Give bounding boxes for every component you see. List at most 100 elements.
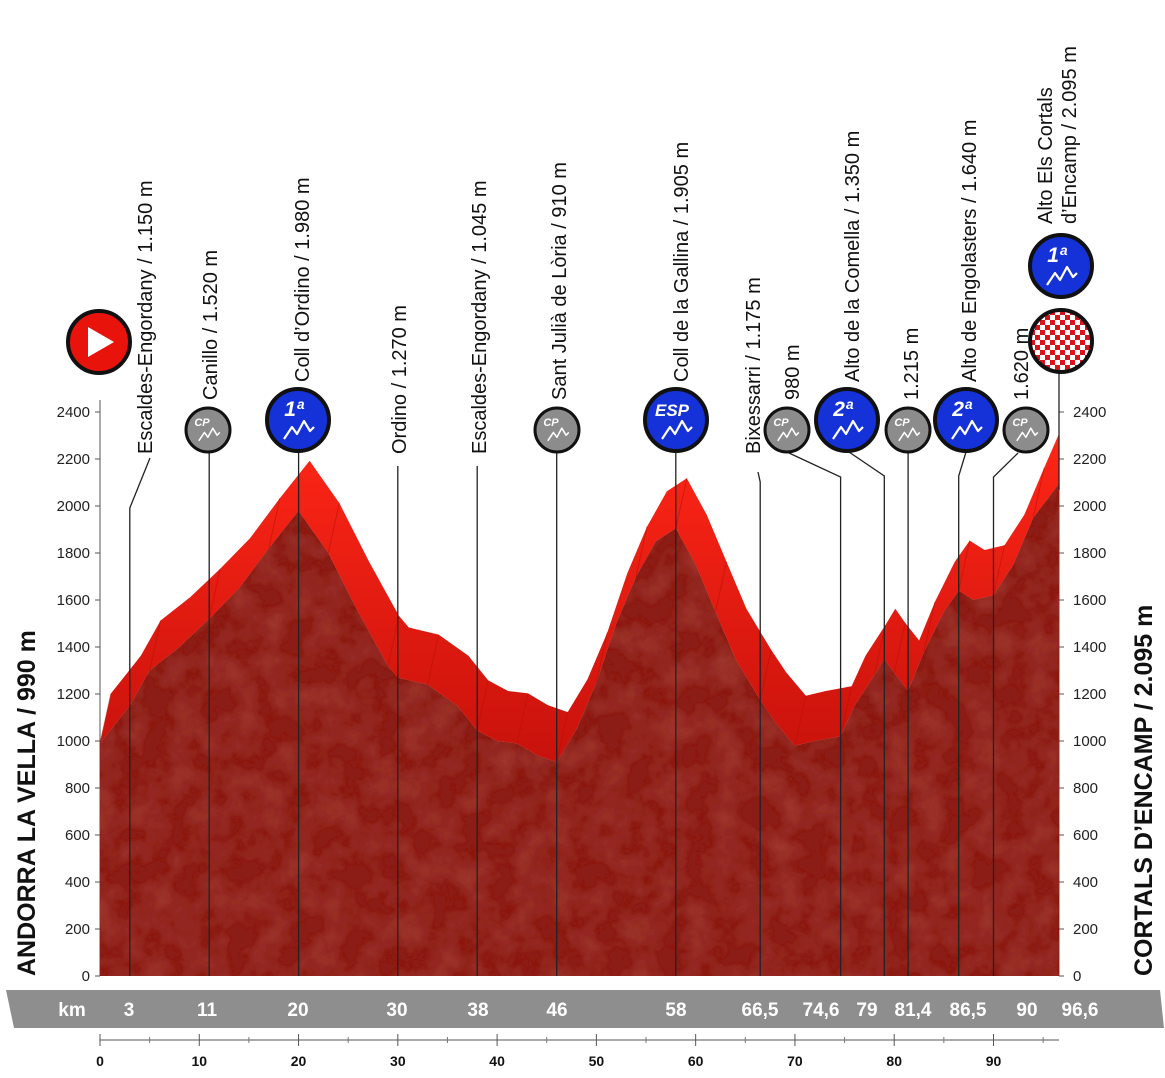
waypoint-label: Coll de la Gallina / 1.905 m <box>671 142 693 382</box>
x-tick-label: 10 <box>191 1053 207 1069</box>
waypoint-leader-line <box>757 471 761 976</box>
mountain-icon <box>1046 265 1078 286</box>
y-tick-label: 800 <box>65 780 90 797</box>
km-band-value: 58 <box>665 1000 686 1021</box>
cp-badge-text: CP <box>194 417 210 429</box>
waypoint-label: Alto de Engolasters / 1.640 m <box>959 120 981 382</box>
cp-badge-text: CP <box>773 417 789 429</box>
cp-badge-circle <box>533 406 581 454</box>
finish-town-label: CORTALS D’ENCAMP / 2.095 m <box>1130 605 1158 976</box>
y-tick-label: 1000 <box>57 733 90 750</box>
start-town-label: ANDORRA LA VELLA / 990 m <box>13 630 41 976</box>
cp-badge-circle <box>184 406 232 454</box>
km-band-value: 38 <box>467 1000 488 1021</box>
km-band-value: 20 <box>287 1000 308 1021</box>
mountain-icon <box>777 427 800 442</box>
waypoint-leader-line <box>848 451 885 976</box>
y-tick-label: 400 <box>1073 874 1098 891</box>
cp-badge-text: CP <box>543 417 559 429</box>
cat2-badge: 2ª <box>814 387 880 453</box>
waypoint-badges: CP 1ª CP ESP CP 2ª CP 2ª CP 1ª <box>184 233 1094 454</box>
waypoint-label: Escaldes-Engordany / 1.045 m <box>469 181 491 455</box>
y-tick-label: 1200 <box>1073 686 1106 703</box>
distance-axis-ticks: 0 10 20 30 40 50 60 70 80 90 <box>96 1034 1044 1069</box>
profile-ribbon <box>100 433 1059 763</box>
right-elevation-ticks: 0 200 400 600 800 1000 1200 1400 1600 1800 2000 220… <box>1059 404 1106 985</box>
y-tick-label: 2200 <box>57 451 90 468</box>
x-tick-label: 30 <box>390 1053 406 1069</box>
esp-badge-circle <box>643 387 709 453</box>
waypoint-label: Sant Julià de Lòria / 910 m <box>549 162 571 400</box>
y-tick-label: 200 <box>1073 921 1098 938</box>
esp-badge-text: ESP <box>655 401 690 420</box>
cp-badge-circle <box>884 406 932 454</box>
cp-badge-text: CP <box>1012 417 1028 429</box>
y-tick-label: 2000 <box>1073 498 1106 515</box>
y-tick-label: 2400 <box>1073 404 1106 421</box>
mountain-icon <box>283 419 315 440</box>
cat1-badge: 1ª <box>1028 233 1094 299</box>
y-tick-label: 200 <box>65 921 90 938</box>
waypoint-leaders <box>129 372 1060 976</box>
waypoint-label: Alto Els Cortals <box>1035 87 1057 224</box>
cat2-badge: 2ª <box>933 387 999 453</box>
waypoint-label: 1.215 m <box>901 328 923 400</box>
waypoint-leader-line <box>958 451 967 976</box>
km-band-values: 3 11 20 30 38 46 58 66,5 74,6 79 81,4 86,5 90 96,6 <box>124 1000 1099 1021</box>
x-tick-label: 70 <box>787 1053 803 1069</box>
y-tick-label: 800 <box>1073 780 1098 797</box>
waypoint-label: Ordino / 1.270 m <box>389 305 411 454</box>
km-band-value: 3 <box>124 1000 135 1021</box>
cp-badge-circle <box>763 406 811 454</box>
cp-badge-circle <box>1002 406 1050 454</box>
km-band-value: 81,4 <box>895 1000 932 1021</box>
y-tick-label: 1400 <box>1073 639 1106 656</box>
y-tick-label: 1800 <box>57 545 90 562</box>
start-badge <box>66 309 132 375</box>
mountain-icon <box>898 427 921 442</box>
cp-badge: CP <box>1002 406 1050 454</box>
elevation-profile <box>99 433 1059 976</box>
x-tick-label: 20 <box>291 1053 307 1069</box>
x-tick-label: 0 <box>96 1053 104 1069</box>
x-tick-label: 80 <box>886 1053 902 1069</box>
cat1-badge: 1ª <box>265 387 331 453</box>
cat1-badge-circle <box>265 387 331 453</box>
y-tick-label: 2000 <box>57 498 90 515</box>
profile-face <box>100 483 1059 976</box>
waypoint-label: 1.620 m <box>1011 328 1033 400</box>
mountain-icon <box>951 419 983 440</box>
waypoint-label: Bixessarri / 1.175 m <box>743 277 765 454</box>
waypoint-label: d’Encamp / 2.095 m <box>1059 46 1081 224</box>
waypoint-labels: Escaldes-Engordany / 1.150 m Canillo / 1.… <box>135 46 1081 454</box>
y-tick-label: 2200 <box>1073 451 1106 468</box>
km-band-value: 86,5 <box>950 1000 987 1021</box>
y-tick-label: 0 <box>82 968 90 985</box>
cat1-badge-text: 1ª <box>1047 244 1068 267</box>
mountain-icon <box>832 419 864 440</box>
cat1-badge-circle <box>1028 233 1094 299</box>
x-tick-label: 90 <box>986 1053 1002 1069</box>
km-band-value: 11 <box>197 1000 218 1021</box>
cp-badge: CP <box>763 406 811 454</box>
y-tick-label: 1000 <box>1073 733 1106 750</box>
km-band-value: 96,6 <box>1062 1000 1099 1021</box>
waypoint-leader-line <box>129 457 151 976</box>
waypoint-label: 980 m <box>782 344 804 400</box>
cp-badge: CP <box>884 406 932 454</box>
mountain-icon <box>661 419 693 440</box>
waypoint-label: Coll d’Ordino / 1.980 m <box>292 177 314 382</box>
y-tick-label: 400 <box>65 874 90 891</box>
x-tick-label: 50 <box>589 1053 605 1069</box>
mountain-icon <box>198 427 221 442</box>
cat2-badge-circle <box>814 387 880 453</box>
x-tick-label: 60 <box>688 1053 704 1069</box>
cp-badge: CP <box>533 406 581 454</box>
finish-checker-circle <box>1028 308 1094 374</box>
y-tick-label: 600 <box>1073 827 1098 844</box>
km-band-value: 66,5 <box>742 1000 779 1021</box>
km-band-value: 74,6 <box>803 1000 840 1021</box>
finish-flag-badge <box>1028 308 1094 374</box>
y-tick-label: 2400 <box>57 404 90 421</box>
